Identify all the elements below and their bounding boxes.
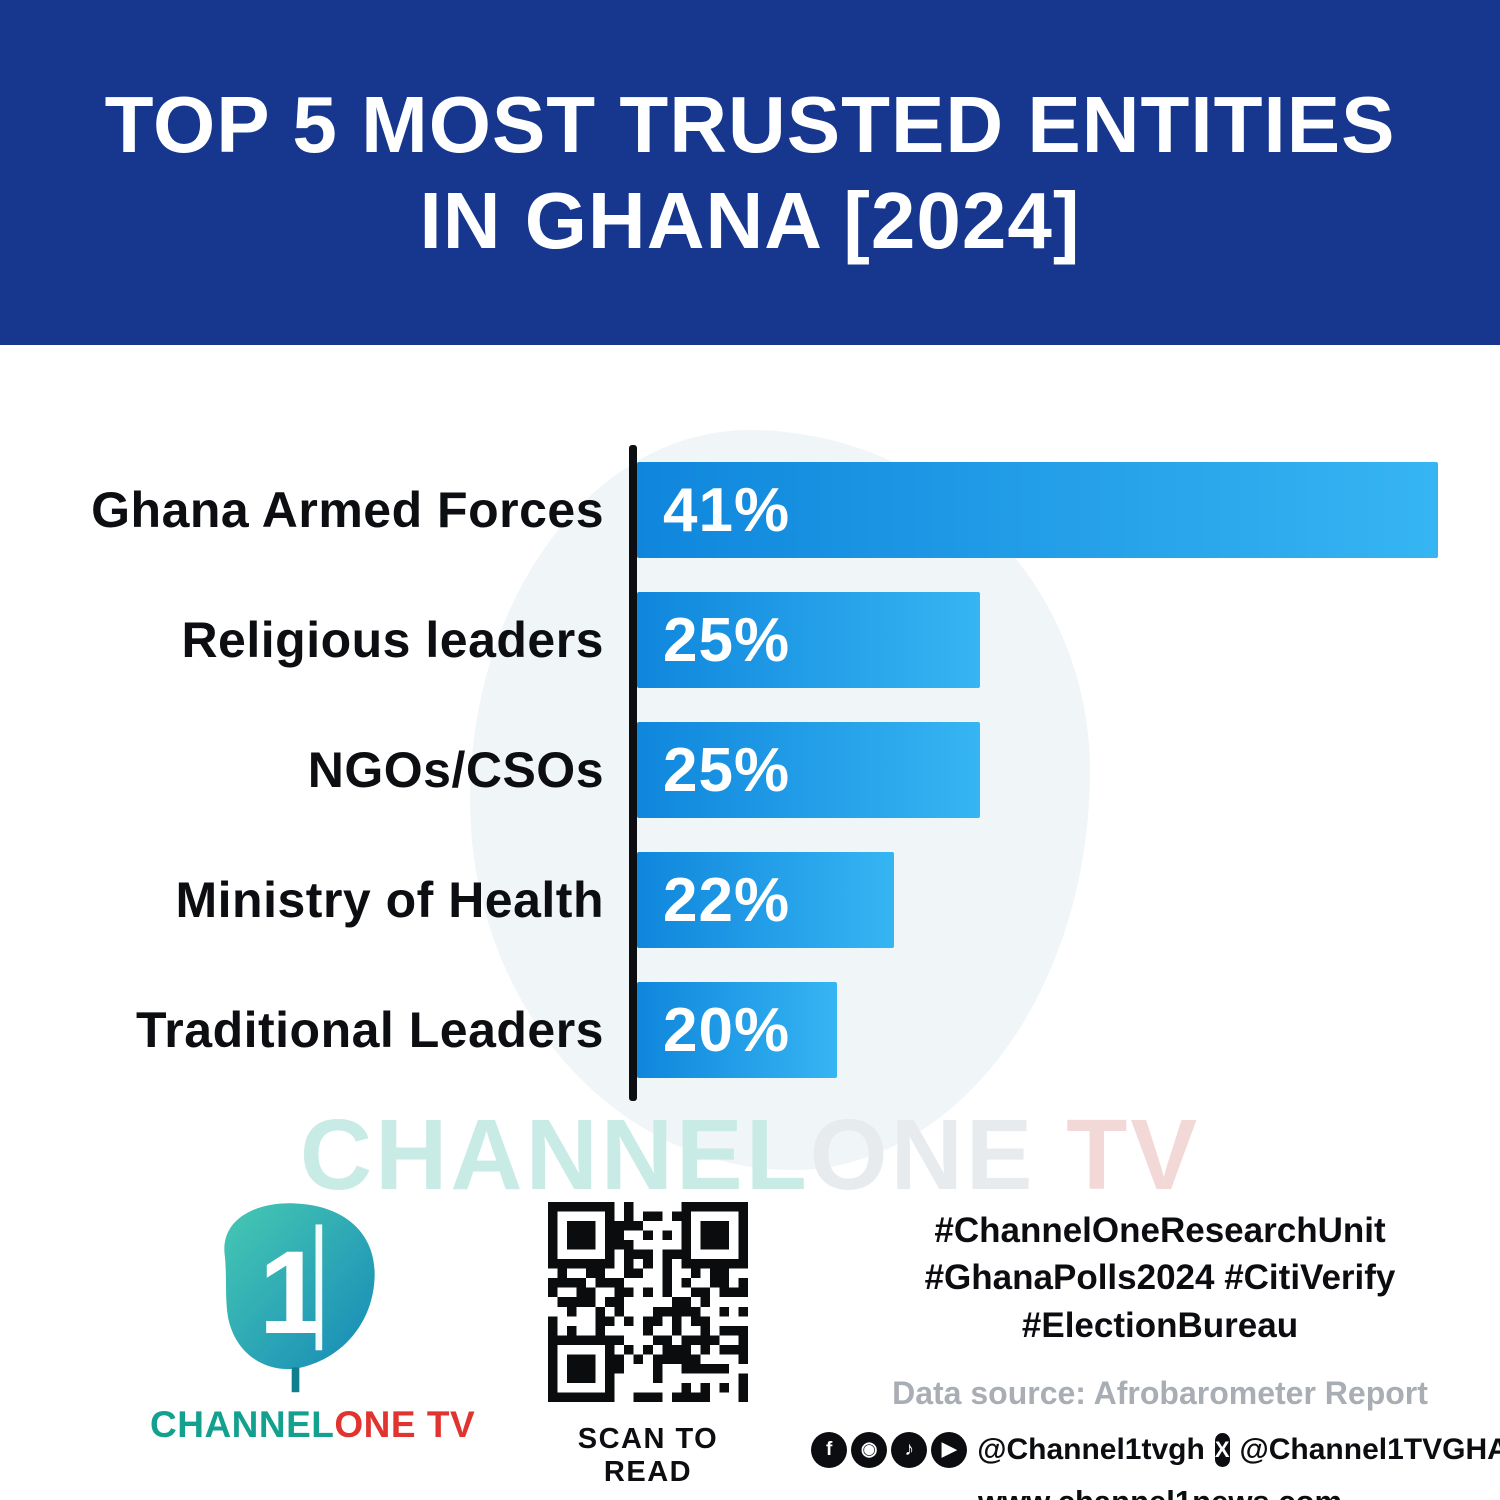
footer-meta-block: #ChannelOneResearchUnit #GhanaPolls2024 … <box>811 1207 1500 1500</box>
social-icon-cluster: f ◉ ♪ ▶ <box>811 1431 968 1468</box>
watermark-one: ONE <box>809 1099 1036 1211</box>
qr-code-icon <box>548 1202 748 1402</box>
chart-row: NGOs/CSOs 25% <box>0 722 1500 818</box>
watermark-channel: CHANNEL <box>299 1099 810 1211</box>
bar-value-label: 25% <box>663 605 791 675</box>
youtube-icon: ▶ <box>931 1431 968 1468</box>
category-label: NGOs/CSOs <box>307 742 604 798</box>
hashtag-line: #ElectionBureau <box>1021 1305 1299 1345</box>
bar-track: 41% <box>637 462 1438 558</box>
data-source-text: Data source: Afrobarometer Report <box>892 1374 1428 1411</box>
website-url: www.channel1news.com <box>880 1484 1440 1500</box>
channel-one-logo-icon: 1 <box>223 1203 375 1393</box>
logo-text-one-tv: ONE TV <box>334 1404 476 1445</box>
bar-track: 20% <box>637 982 1438 1078</box>
category-label: Traditional Leaders <box>136 1002 604 1058</box>
qr-block: SCAN TO READ <box>543 1202 753 1489</box>
category-label: Ministry of Health <box>175 872 604 928</box>
bar-value-label: 25% <box>663 735 791 805</box>
bar: 22% <box>637 852 895 948</box>
hashtag-line: #GhanaPolls2024 #CitiVerify <box>924 1258 1396 1298</box>
bar-value-label: 41% <box>663 475 791 545</box>
title-line-1: TOP 5 MOST TRUSTED ENTITIES <box>104 79 1396 169</box>
header-banner: TOP 5 MOST TRUSTED ENTITIES IN GHANA [20… <box>0 0 1500 345</box>
logo-wordmark: CHANNELONE TV <box>150 1404 475 1446</box>
bar: 25% <box>637 722 981 818</box>
bar-track: 22% <box>637 852 1438 948</box>
social-row: f ◉ ♪ ▶ @Channel1tvgh X @Channel1TVGHA <box>811 1431 1500 1468</box>
hashtag-line: #ChannelOneResearchUnit <box>934 1211 1386 1250</box>
channel-one-logo-block: 1 CHANNELONE TV <box>150 1192 475 1446</box>
chart-axis-line <box>629 445 637 1101</box>
chart-rows: Ghana Armed Forces 41% Religious leaders… <box>0 462 1500 1078</box>
qr-caption: SCAN TO READ <box>577 1423 719 1488</box>
social-handle-primary: @Channel1tvgh <box>977 1432 1205 1466</box>
watermark-text: CHANNELONE TV <box>0 1098 1500 1213</box>
bar-value-label: 20% <box>663 995 791 1065</box>
chart-row: Traditional Leaders 20% <box>0 982 1500 1078</box>
chart-row: Religious leaders 25% <box>0 592 1500 688</box>
logo-numeral: 1 <box>258 1227 324 1359</box>
bar: 20% <box>637 982 838 1078</box>
social-handle-x: @Channel1TVGHA <box>1239 1432 1500 1466</box>
chart-row: Ministry of Health 22% <box>0 852 1500 948</box>
instagram-icon: ◉ <box>851 1431 888 1468</box>
hashtags: #ChannelOneResearchUnit #GhanaPolls2024 … <box>880 1207 1440 1349</box>
bar-chart: Ghana Armed Forces 41% Religious leaders… <box>0 445 1500 1101</box>
category-label: Ghana Armed Forces <box>91 482 604 538</box>
bar: 25% <box>637 592 981 688</box>
x-icon: X <box>1214 1432 1230 1467</box>
bar-track: 25% <box>637 722 1438 818</box>
category-label: Religious leaders <box>181 612 604 668</box>
title-line-2: IN GHANA [2024] <box>419 175 1081 265</box>
bar-value-label: 22% <box>663 865 791 935</box>
chart-row: Ghana Armed Forces 41% <box>0 462 1500 558</box>
watermark-tv: TV <box>1035 1099 1201 1211</box>
facebook-icon: f <box>811 1431 848 1468</box>
page-title: TOP 5 MOST TRUSTED ENTITIES IN GHANA [20… <box>105 77 1396 269</box>
logo-text-channel: CHANNEL <box>150 1404 335 1445</box>
bar-track: 25% <box>637 592 1438 688</box>
bar: 41% <box>637 462 1438 558</box>
tiktok-icon: ♪ <box>891 1431 928 1468</box>
